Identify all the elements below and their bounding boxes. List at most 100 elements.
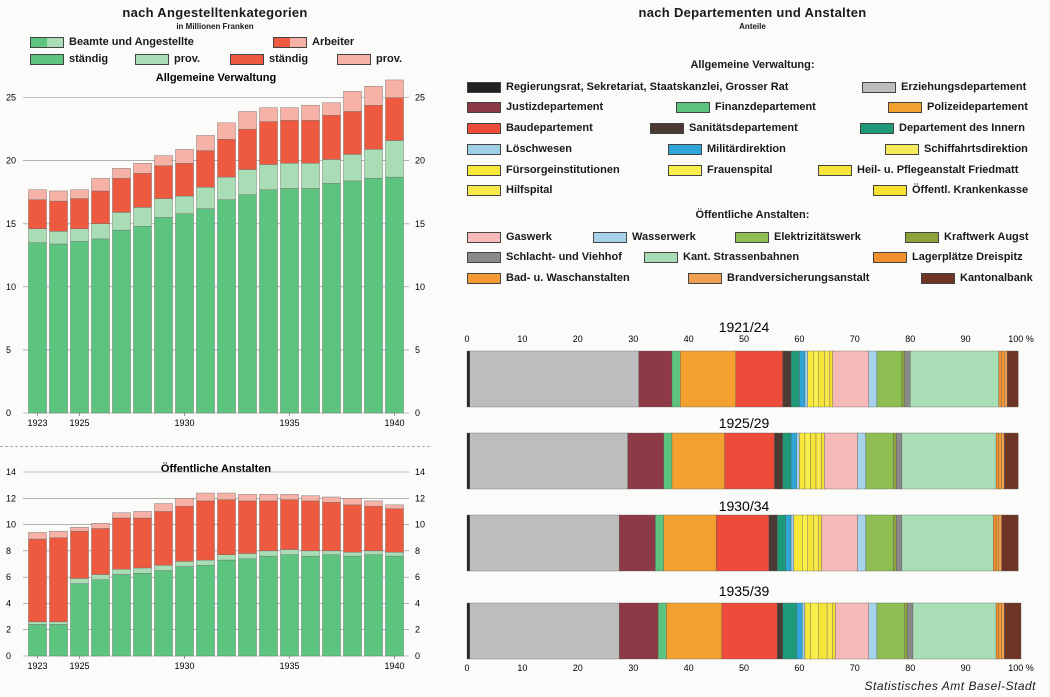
bar-segment — [238, 111, 257, 130]
legend-item: Regierungsrat, Sekretariat, Staatskanzle… — [467, 81, 788, 93]
legend-label: Justizdepartement — [506, 101, 604, 113]
bar-segment — [112, 168, 131, 179]
bar-segment — [655, 514, 664, 572]
bar-segment — [901, 514, 994, 572]
bar-segment — [619, 514, 656, 572]
bar-segment — [666, 602, 723, 660]
legend-label: Frauenspital — [707, 164, 773, 176]
legend-label: Polizeidepartement — [927, 101, 1028, 113]
bar-segment — [133, 511, 152, 519]
y-tick-label-left: 5 — [6, 345, 11, 355]
bar-segment — [301, 495, 320, 502]
legend-label: ständig — [269, 53, 309, 65]
legend-label: Elektrizitätswerk — [774, 231, 861, 243]
bar-segment — [280, 107, 299, 121]
x-tick-label: 1940 — [384, 418, 404, 428]
legend-beamte-label: Beamte und Angestellte — [69, 36, 194, 48]
bar-segment — [385, 555, 404, 657]
bar-segment — [804, 432, 811, 490]
bar-segment — [896, 432, 903, 490]
bar-segment — [896, 514, 903, 572]
bar-segment — [782, 432, 792, 490]
y-tick-label-right: 25 — [415, 93, 425, 103]
bar-segment — [385, 97, 404, 141]
bar-segment — [49, 200, 68, 232]
bar-segment — [217, 199, 236, 414]
legend-swatch — [888, 101, 922, 113]
x-tick-label: 1930 — [174, 418, 194, 428]
y-tick-label-right: 10 — [415, 282, 425, 292]
x-tick-label-top: 0 — [464, 334, 469, 344]
bar-segment — [716, 514, 770, 572]
bar-segment — [112, 512, 131, 519]
bar-segment — [91, 190, 110, 224]
bar-segment — [217, 499, 236, 555]
x-tick-label: 1925 — [69, 418, 89, 428]
legend-label: Regierungsrat, Sekretariat, Staatskanzle… — [506, 81, 789, 93]
legend-label: Kraftwerk Augst — [944, 231, 1029, 243]
y-tick-label-left: 0 — [6, 408, 11, 418]
legend-item: Finanzdepartement — [676, 101, 816, 113]
bar-segment — [998, 432, 1002, 490]
bar-segment — [868, 350, 878, 408]
bar-segment — [175, 498, 194, 507]
bar-segment — [810, 432, 817, 490]
legend-label: Schlacht- und Viehhof — [506, 251, 622, 263]
bar-segment — [799, 350, 806, 408]
y-tick-label-right: 12 — [415, 493, 425, 503]
legend-swatch — [668, 164, 702, 176]
legend-swatch — [337, 53, 371, 65]
legend-label: ständig — [69, 53, 109, 65]
legend-label: Departement des Innern — [899, 122, 1025, 134]
bar-segment — [1001, 432, 1005, 490]
bar-segment — [663, 432, 673, 490]
bar-segment — [782, 602, 797, 660]
legend-swatch — [688, 272, 722, 284]
legend-item: Kantonalbank — [921, 272, 1033, 284]
bar-segment — [301, 500, 320, 552]
legend-item: Heil- u. Pflegeanstalt Friedmatt — [818, 164, 1018, 176]
bar-segment — [301, 550, 320, 557]
legend-swatch — [668, 143, 702, 155]
bar-segment — [821, 432, 825, 490]
bar-segment — [824, 350, 831, 408]
bar-segment — [322, 496, 341, 503]
bar-segment — [28, 228, 47, 243]
x-tick-label-top: 80 — [905, 334, 915, 344]
chart-divider — [0, 446, 430, 449]
bar-segment — [829, 350, 833, 408]
bar-segment — [815, 432, 822, 490]
legend-item: Wasserwerk — [593, 231, 696, 243]
legend-swatch — [873, 184, 907, 196]
bar-segment — [910, 350, 1000, 408]
bar-segment — [301, 163, 320, 189]
bar-segment — [657, 602, 667, 660]
bar-segment — [790, 350, 800, 408]
legend-arbeiter-swatch — [273, 36, 307, 48]
legend-item: Fürsorgeinstitutionen — [467, 164, 620, 176]
bar-segment — [627, 432, 664, 490]
bar-segment — [238, 553, 257, 559]
bar-segment — [196, 208, 215, 414]
bar-segment — [259, 494, 278, 502]
bar-segment — [280, 499, 299, 550]
x-tick-label-bottom: 0 — [464, 663, 469, 673]
bar-segment — [217, 122, 236, 140]
bar-segment — [1001, 350, 1005, 408]
legend-label: Erziehungsdepartement — [901, 81, 1027, 93]
bar-segment — [893, 514, 897, 572]
legend-label: Kant. Strassenbahnen — [683, 251, 800, 263]
bar-segment — [857, 514, 867, 572]
bar-segment — [49, 243, 68, 414]
bar-segment — [793, 514, 803, 572]
legend-arbeiter: Arbeiter — [273, 36, 354, 48]
bar-segment — [813, 514, 819, 572]
bar-segment — [469, 514, 620, 572]
legend-swatch — [650, 122, 684, 134]
bar-segment — [343, 111, 362, 155]
x-tick-label-bottom: 30 — [628, 663, 638, 673]
x-tick-label-bottom: 60 — [794, 663, 804, 673]
bar-segment — [818, 350, 825, 408]
bar-segment — [301, 188, 320, 414]
bar-segment — [466, 432, 470, 490]
